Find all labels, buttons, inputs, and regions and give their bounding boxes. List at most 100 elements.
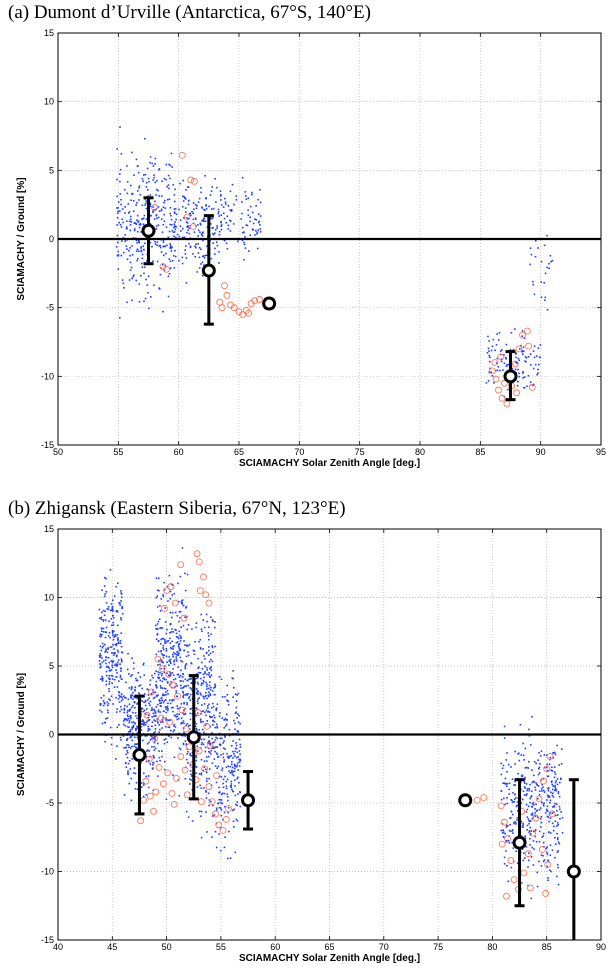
mean-circle [141,223,156,238]
blue-data-point [176,636,179,638]
blue-data-point [208,768,211,770]
blue-data-point [111,682,113,685]
y-tick-label: 0 [49,730,54,740]
blue-data-point [122,282,125,285]
red-circle-point [488,367,496,375]
blue-data-point [549,756,552,759]
blue-data-point [554,781,557,784]
blue-data-point [530,830,532,832]
blue-data-point [197,667,199,670]
blue-data-point [113,678,116,681]
blue-data-point [507,388,509,391]
red-circle-point [205,783,213,790]
blue-data-point [219,807,222,809]
blue-data-point [159,728,161,731]
blue-data-point [185,221,188,223]
blue-data-point [99,704,102,706]
blue-data-point [141,719,144,721]
blue-data-point [164,699,167,701]
blue-data-point [508,793,510,795]
blue-data-point [549,801,551,804]
blue-data-point [259,201,262,204]
blue-data-point [131,674,133,676]
blue-data-point [510,766,512,768]
blue-data-point [181,603,184,605]
blue-data-point [553,766,556,768]
blue-data-point [206,780,208,782]
blue-data-point [127,773,129,776]
blue-data-point [160,649,162,652]
blue-data-point [511,778,514,781]
blue-data-point [167,702,169,705]
blue-data-point [215,707,218,709]
blue-data-point [538,363,540,366]
blue-data-point [222,756,225,759]
blue-data-point [227,765,230,767]
blue-data-point [144,735,147,737]
x-tick-label: 80 [487,942,497,952]
blue-data-point [177,582,179,585]
blue-data-point [506,752,508,754]
blue-data-point [140,725,143,728]
blue-data-point [237,776,239,779]
blue-data-point [128,703,131,706]
blue-data-point [211,186,214,188]
blue-data-point [205,777,208,780]
blue-data-point [207,687,210,690]
blue-data-point [527,805,530,808]
blue-data-point [105,648,107,650]
blue-data-point [190,779,193,781]
blue-data-point [104,610,106,613]
blue-data-point [556,822,559,824]
blue-data-point [192,649,195,652]
blue-data-point [195,766,198,768]
blue-data-point [107,656,110,659]
blue-data-point [124,704,126,707]
red-circle-point [165,670,173,678]
blue-data-point [130,685,133,688]
blue-data-point [514,793,516,795]
blue-data-point [232,740,234,742]
blue-data-point [120,240,123,242]
blue-data-point [176,651,179,654]
red-circle-point [256,296,263,303]
blue-data-point [154,240,156,243]
blue-data-point [117,639,119,642]
blue-data-point [108,674,111,677]
blue-data-point [150,693,152,696]
blue-data-point [118,602,120,604]
blue-data-point [128,687,131,689]
blue-data-point [176,653,178,656]
blue-data-point [187,684,189,687]
blue-data-point [169,611,172,614]
blue-data-point [158,288,161,290]
blue-data-point [181,256,184,259]
red-circle-point [515,345,523,353]
blue-data-point [530,897,533,900]
blue-data-point [256,231,259,233]
blue-data-point [159,609,162,612]
blue-data-point [114,635,117,637]
blue-data-point [111,608,114,611]
blue-data-point [172,646,174,648]
blue-data-point [217,208,220,211]
blue-data-point [123,711,125,714]
blue-data-point [233,779,236,781]
blue-data-point [258,221,260,224]
blue-data-point [154,243,157,245]
blue-data-point [172,678,175,681]
blue-data-point [128,249,130,252]
binned-mean-marker [201,214,216,326]
blue-data-point [112,617,115,619]
blue-data-point [540,801,543,804]
blue-data-point [505,343,508,346]
blue-data-point [193,231,196,233]
blue-data-point [229,785,232,788]
blue-data-point [163,581,165,584]
blue-data-point [208,654,210,656]
blue-data-point [206,620,208,623]
blue-data-point [116,224,118,226]
blue-data-point [161,687,163,689]
blue-data-point [131,151,133,154]
blue-data-point [527,374,530,377]
